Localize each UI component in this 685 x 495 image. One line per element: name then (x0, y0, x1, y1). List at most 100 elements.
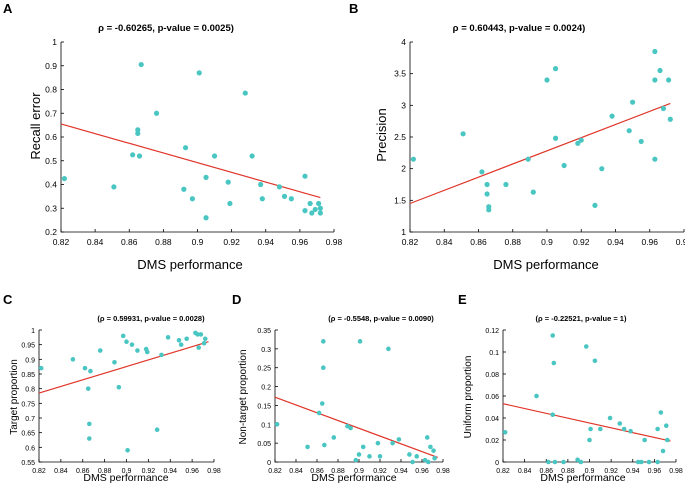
panel-d-ytick-label: 0.25 (257, 366, 271, 373)
panel-b-letter: B (349, 1, 358, 16)
panel-d-xtick-label: 0.9 (354, 468, 364, 475)
panel-b-xtick-label: 0.82 (402, 237, 419, 247)
panel-b-point (667, 116, 673, 122)
panel-e-xlabel: DMS performance (540, 472, 625, 484)
panel-c-ytick-label: 0.8 (25, 387, 35, 394)
panel-a-xtick-label: 0.9 (192, 237, 204, 247)
panel-c-point (87, 436, 92, 441)
panel-e-xtick-label: 0.94 (626, 468, 640, 475)
panel-c-fit-line (38, 341, 209, 394)
panel-a-xtick-label: 0.84 (87, 237, 104, 247)
panel-e-point (578, 459, 584, 465)
panel-c-point (82, 365, 88, 371)
panel-d-letter: D (232, 292, 241, 307)
panel-b-point (503, 181, 509, 188)
panel-e-point (587, 437, 592, 443)
panel-c-ylabel: Target proportion (9, 359, 20, 435)
panel-d-point (410, 459, 415, 465)
panel-c-ytick-label: 0.75 (21, 401, 35, 408)
panel-a-ytick-label: 1 (52, 37, 57, 47)
panel-d-point (360, 444, 366, 450)
panel-c-axes (38, 330, 214, 463)
panel-b-ytick-label: 3.5 (394, 69, 406, 79)
panel-a-point (189, 196, 195, 202)
panel-e-point (583, 344, 589, 349)
panel-e-ytick-label: 0.02 (485, 438, 499, 445)
panel-e-point (551, 360, 557, 366)
panel-d-point (414, 454, 420, 459)
panel-c-point (195, 332, 200, 337)
panel-a-point (276, 184, 282, 190)
panel-b-point (592, 202, 598, 208)
panel-e-point (663, 423, 669, 429)
panel-d-point (353, 457, 359, 463)
panel-b-ytick-label: 2.5 (394, 132, 406, 142)
panel-d-point (407, 452, 412, 457)
panel-d-ytick-label: 0 (267, 460, 271, 467)
panel-e-point (617, 421, 623, 426)
panel-c-point (165, 335, 171, 340)
panel-d-point (424, 435, 430, 440)
panel-e-point (592, 358, 598, 364)
panel-c-point (159, 352, 164, 358)
panel-a-point (196, 70, 202, 76)
panel-c-point (135, 348, 140, 353)
panel-e-xtick-label: 0.82 (496, 468, 510, 475)
panel-a-point (135, 127, 141, 133)
panel-b-point (575, 140, 581, 146)
panel-a-point (211, 153, 218, 159)
panel-a-xtick-label: 0.92 (223, 237, 240, 247)
panel-c-xtick-label: 0.9 (122, 468, 132, 475)
panel-b-point (460, 131, 466, 137)
panel-a-point (111, 184, 117, 190)
panel-e-ytick-label: 0.08 (485, 372, 499, 379)
panel-b-xtick-label: 0.92 (573, 237, 590, 247)
panel-a-xtick-label: 0.86 (121, 237, 138, 247)
panel-a-point (288, 196, 294, 202)
panel-a-point (225, 179, 231, 185)
panel-d-point (274, 421, 280, 427)
panel-a-xtick-label: 0.82 (53, 237, 70, 247)
panel-b-point (479, 169, 485, 175)
panel-d-ytick-label: 0.15 (257, 403, 271, 410)
panel-d: D (ρ = -0.5548, p-value = 0.0090) DMS pe… (232, 292, 450, 484)
panel-a-point (281, 193, 288, 199)
panel-b-point (578, 137, 584, 143)
panel-d-xtick-label: 0.92 (373, 468, 387, 475)
panel-c-point (198, 332, 204, 337)
panel-d-point (357, 339, 363, 344)
panel-e-point (607, 415, 613, 421)
panel-a-title: ρ = -0.60265, p-value = 0.0025) (98, 23, 234, 34)
panel-b-point (652, 156, 658, 162)
panel-b-point (525, 156, 531, 162)
panel-c-point (125, 447, 130, 453)
panel-b-xtick-label: 0.94 (607, 237, 624, 247)
panel-b-point (530, 189, 536, 195)
panel-b-title: ρ = 0.60443, p-value = 0.0024) (453, 23, 586, 34)
panel-c-point (116, 384, 122, 390)
panel-c-xtick-label: 0.82 (32, 468, 46, 475)
panel-b-ytick-label: 1.5 (394, 195, 406, 205)
panel-a-point (227, 200, 233, 207)
panel-a-ylabel: Recall error (28, 92, 43, 160)
panel-c-ytick-label: 0.95 (21, 343, 35, 350)
panel-e-point (665, 437, 670, 443)
panel-a-ytick-label: 0.4 (45, 180, 57, 190)
panel-d-ytick-label: 0.1 (261, 422, 271, 429)
panel-c-ytick-label: 0.65 (21, 431, 35, 438)
panel-e-ytick-label: 0 (495, 460, 499, 467)
panel-e-ytick-label: 0.12 (485, 328, 499, 335)
panel-d-point (375, 440, 381, 446)
panel-c-point (201, 340, 207, 346)
panel-d-point (331, 435, 337, 440)
panel-e-ytick-label: 0.04 (485, 416, 499, 423)
panel-b-point (626, 128, 632, 134)
panel-a-ytick-label: 0.8 (45, 85, 57, 95)
panel-d-point (428, 444, 433, 450)
panel-b-point (660, 105, 667, 112)
panel-c-title: (ρ = 0.59931, p-value = 0.0028) (97, 314, 205, 323)
panel-c-point (202, 336, 208, 342)
panel-c-point (97, 348, 103, 353)
panel-e-point (635, 459, 641, 465)
panel-a-fit-line (60, 123, 321, 199)
